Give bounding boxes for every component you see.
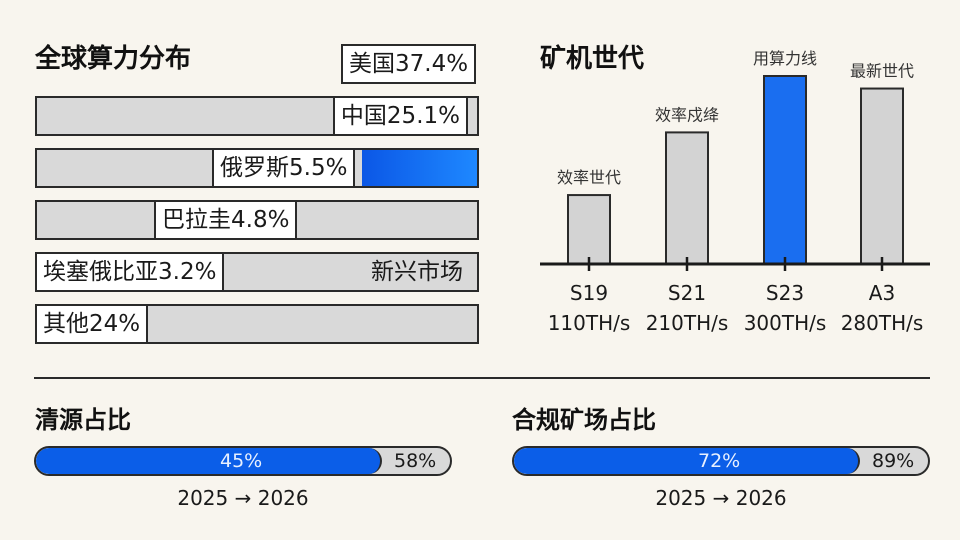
tick-label: S21 bbox=[668, 281, 706, 305]
data-label: 110TH/s bbox=[548, 311, 631, 335]
chart-title: 矿机世代 bbox=[540, 44, 645, 74]
hashrate-row-ethiopia: 埃塞俄比亚3.2% 新兴市场 bbox=[35, 252, 479, 292]
hashrate-row-china: 中国25.1% bbox=[35, 96, 479, 136]
clean-energy-title: 清源占比 bbox=[35, 406, 131, 434]
progress-target-value: 89% bbox=[872, 450, 915, 472]
hashrate-label: 埃塞俄比亚3.2% bbox=[37, 254, 225, 290]
hashrate-label: 中国25.1% bbox=[332, 98, 468, 134]
bar-annotation: 用算力线 bbox=[753, 49, 817, 68]
hashrate-row-paraguay: 巴拉圭4.8% bbox=[35, 200, 479, 240]
progress-fill bbox=[514, 448, 860, 474]
hashrate-fill bbox=[362, 150, 477, 186]
progress-fill bbox=[36, 448, 382, 474]
tick-label: S19 bbox=[570, 281, 608, 305]
progress-current-value: 72% bbox=[698, 450, 741, 472]
hashrate-note: 新兴市场 bbox=[371, 259, 463, 285]
progress-target-value: 58% bbox=[394, 450, 437, 472]
progress-current-value: 45% bbox=[220, 450, 263, 472]
bar-a3 bbox=[860, 87, 904, 265]
bar-annotation: 效率世代 bbox=[557, 168, 621, 187]
section-divider bbox=[34, 377, 930, 379]
miner-generation-chart: 效率世代 S19 110TH/s 效率戍绛 S21 210TH/s 用算力线 S23 300TH… bbox=[540, 49, 930, 335]
bar-s19 bbox=[567, 194, 611, 265]
bar-annotation: 效率戍绛 bbox=[655, 105, 719, 124]
bar-s23 bbox=[763, 75, 807, 265]
tick-label: S23 bbox=[766, 281, 804, 305]
data-label: 210TH/s bbox=[646, 311, 729, 335]
hashrate-label: 俄罗斯5.5% bbox=[212, 150, 356, 186]
compliant-mines-progress: 72% 89% bbox=[512, 446, 930, 476]
bar-s21 bbox=[665, 131, 709, 266]
bar-annotation: 最新世代 bbox=[850, 62, 914, 81]
tick-label: A3 bbox=[869, 281, 895, 305]
compliant-mines-title: 合规矿场占比 bbox=[512, 406, 656, 434]
hashrate-title: 全球算力分布 bbox=[35, 44, 192, 74]
data-label: 280TH/s bbox=[841, 311, 924, 335]
data-label: 300TH/s bbox=[744, 311, 827, 335]
hashrate-row-other: 其他24% bbox=[35, 304, 479, 344]
hashrate-row-russia: 俄罗斯5.5% bbox=[35, 148, 479, 188]
progress-caption: 2025 → 2026 bbox=[655, 486, 787, 510]
hashrate-label: 巴拉圭4.8% bbox=[154, 202, 298, 238]
progress-caption: 2025 → 2026 bbox=[177, 486, 309, 510]
hashrate-label: 其他24% bbox=[37, 306, 149, 342]
top-label-usa: 美国37.4% bbox=[341, 44, 477, 84]
clean-energy-progress: 45% 58% bbox=[34, 446, 452, 476]
